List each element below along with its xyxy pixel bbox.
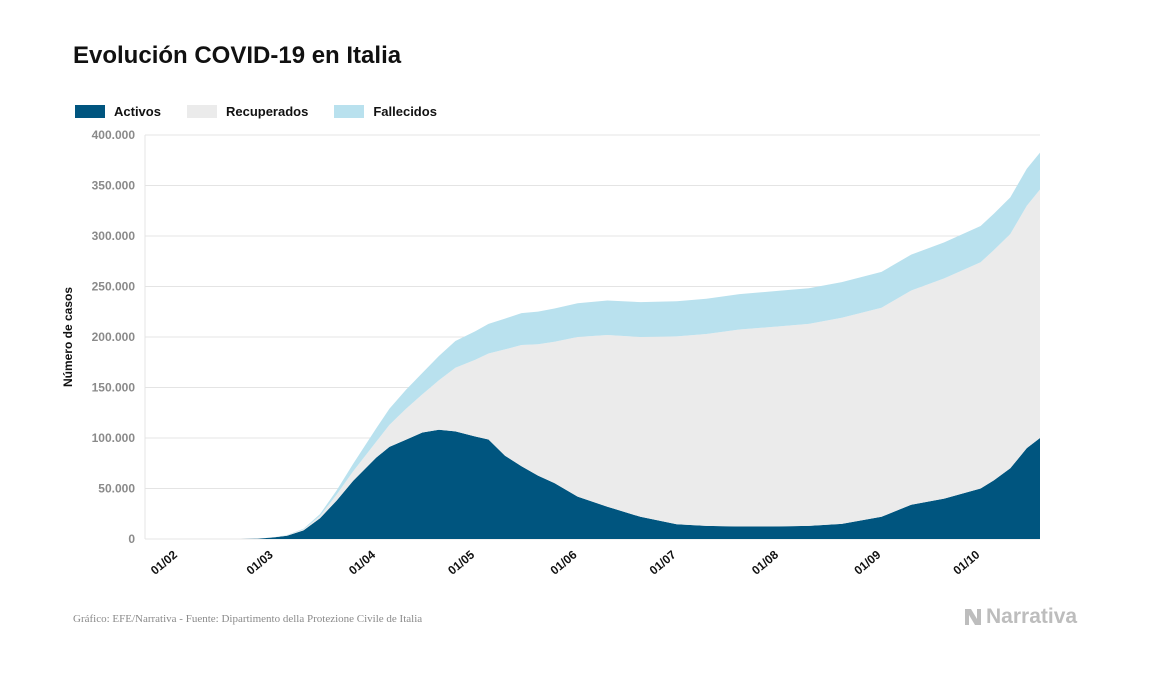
y-tick-label: 50.000	[98, 482, 135, 496]
y-tick-label: 100.000	[92, 431, 136, 445]
narrativa-logo-icon	[965, 609, 981, 625]
legend-label-activos: Activos	[114, 104, 161, 119]
series-areas	[240, 152, 1041, 539]
chart-title: Evolución COVID-19 en Italia	[73, 42, 402, 69]
y-tick-label: 0	[128, 532, 135, 546]
x-tick-label: 01/07	[647, 547, 679, 577]
x-tick-label: 01/03	[244, 547, 276, 577]
y-tick-label: 200.000	[92, 330, 136, 344]
legend-item-recuperados: Recuperados	[186, 104, 309, 119]
area-recuperados	[240, 189, 1041, 539]
y-tick-label: 250.000	[92, 280, 136, 294]
legend-swatch-fallecidos	[334, 105, 365, 118]
brand-logo: Narrativa	[963, 605, 1077, 629]
y-axis-ticks: 0 50.000 100.000 150.000 200.000 250.000 300.0…	[92, 128, 136, 546]
legend-label-fallecidos: Fallecidos	[373, 104, 437, 119]
legend-swatch-activos	[75, 105, 105, 118]
x-tick-label: 01/06	[548, 547, 580, 577]
legend-label-recuperados: Recuperados	[225, 104, 309, 119]
y-axis-label: Número de casos	[61, 287, 75, 387]
area-activos	[240, 429, 1041, 539]
y-tick-label: 300.000	[92, 229, 136, 243]
brand-name: Narrativa	[986, 605, 1078, 628]
x-axis-ticks: 01/02 01/03 01/04 01/05 01/06 01/07 01/08 01/09…	[148, 547, 983, 577]
y-tick-label: 350.000	[92, 179, 136, 193]
x-tick-label: 01/10	[950, 547, 982, 577]
x-tick-label: 01/02	[148, 547, 180, 577]
y-tick-label: 150.000	[92, 381, 136, 395]
legend-item-activos: Activos	[75, 104, 161, 119]
legend-item-fallecidos: Fallecidos	[334, 104, 437, 119]
x-tick-label: 01/09	[851, 547, 883, 577]
x-tick-label: 01/05	[445, 547, 477, 577]
legend-swatch-recuperados	[186, 105, 217, 118]
legend: Activos Recuperados Fallecidos	[75, 104, 463, 119]
y-tick-label: 400.000	[92, 128, 136, 142]
source-note: Gráfico: EFE/Narrativa - Fuente: Diparti…	[73, 613, 423, 625]
x-tick-label: 01/04	[346, 547, 378, 577]
x-tick-label: 01/08	[749, 547, 781, 577]
